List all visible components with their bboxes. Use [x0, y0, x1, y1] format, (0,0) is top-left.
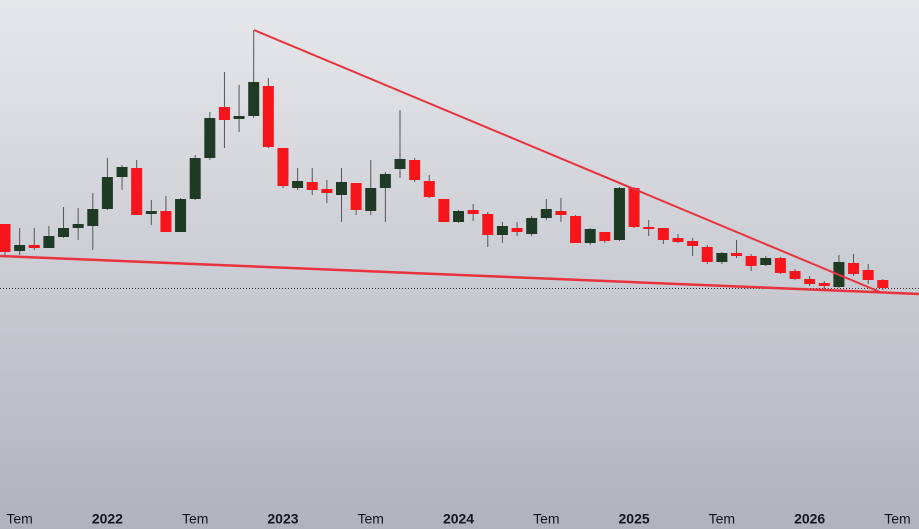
body — [467, 210, 479, 214]
body — [379, 174, 391, 188]
body — [526, 218, 538, 234]
body — [599, 232, 611, 241]
body — [672, 238, 684, 242]
body — [218, 107, 230, 120]
x-tick-label: Tem — [6, 511, 32, 527]
body — [745, 256, 757, 266]
body — [145, 211, 157, 214]
x-tick-label: Tem — [533, 511, 559, 527]
body — [321, 189, 333, 193]
body — [131, 168, 143, 215]
body — [292, 181, 304, 188]
body — [716, 253, 728, 262]
body — [14, 245, 26, 251]
body — [394, 159, 406, 169]
body — [687, 241, 699, 246]
body — [365, 188, 377, 211]
candles — [0, 30, 889, 290]
body — [848, 263, 860, 274]
body — [306, 182, 318, 190]
body — [628, 188, 640, 227]
trend-line-upper — [253, 29, 881, 293]
body — [701, 247, 713, 262]
body — [43, 236, 55, 248]
body — [175, 199, 187, 232]
x-tick-label: Tem — [884, 511, 910, 527]
body — [570, 216, 582, 243]
body — [277, 148, 289, 186]
body — [0, 224, 11, 252]
x-tick-label: 2025 — [619, 511, 650, 527]
body — [613, 188, 625, 240]
x-tick-label: 2026 — [794, 511, 825, 527]
body — [584, 229, 596, 243]
body — [438, 199, 450, 222]
body — [350, 183, 362, 210]
body — [643, 227, 655, 229]
body — [862, 270, 874, 280]
body — [496, 226, 508, 235]
x-tick-label: 2022 — [92, 511, 123, 527]
x-tick-label: Tem — [709, 511, 735, 527]
body — [453, 211, 465, 222]
body — [409, 160, 421, 180]
body — [423, 181, 435, 197]
body — [335, 182, 347, 195]
body — [189, 158, 201, 199]
body — [28, 245, 40, 248]
body — [540, 209, 552, 218]
body — [204, 118, 216, 158]
body — [72, 224, 84, 228]
body — [877, 280, 889, 288]
body — [789, 271, 801, 279]
body — [116, 167, 128, 177]
body — [774, 258, 786, 273]
body — [87, 209, 99, 226]
body — [818, 283, 830, 286]
body — [731, 253, 742, 256]
body — [804, 279, 816, 284]
x-tick-label: 2023 — [267, 511, 298, 527]
body — [482, 214, 494, 235]
body — [262, 86, 274, 147]
x-tick-label: Tem — [182, 511, 208, 527]
trend-line-lower — [0, 254, 919, 296]
body — [233, 116, 245, 119]
body — [511, 228, 523, 232]
body — [248, 82, 260, 116]
body — [160, 211, 172, 232]
body — [760, 258, 772, 265]
body — [657, 228, 669, 240]
body — [58, 228, 70, 237]
x-tick-label: 2024 — [443, 511, 474, 527]
body — [101, 177, 113, 209]
x-tick-label: Tem — [358, 511, 384, 527]
body — [555, 211, 567, 215]
